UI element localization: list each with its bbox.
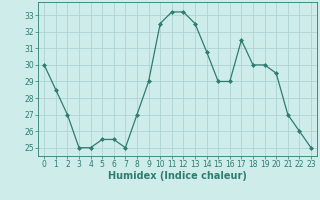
X-axis label: Humidex (Indice chaleur): Humidex (Indice chaleur) [108,171,247,181]
